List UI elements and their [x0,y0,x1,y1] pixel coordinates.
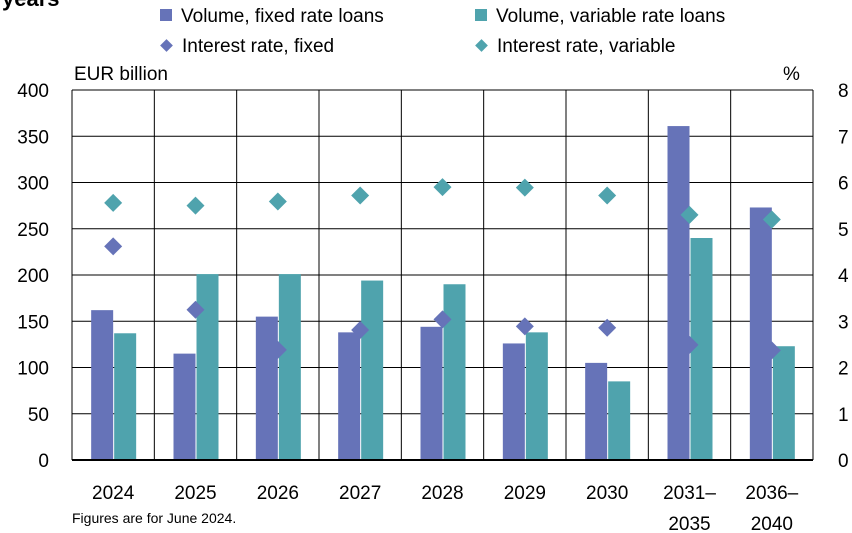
marker-variable-rate [515,178,534,197]
bar-fixed-volume [420,326,443,460]
legend-item-fixed-rate: Interest rate, fixed [160,36,334,58]
x-tick-label: 2027 [339,483,381,504]
marker-fixed-rate [515,317,534,336]
right-tick-label: 4 [838,266,849,287]
marker-fixed-rate [186,300,205,319]
bar-variable-volume [608,381,631,460]
marker-variable-rate [762,210,781,229]
left-tick-label: 50 [28,405,49,426]
legend-label-fixed-volume: Volume, fixed rate loans [181,6,384,27]
legend-label-variable-volume: Volume, variable rate loans [496,6,726,27]
legend-label-variable-rate: Interest rate, variable [497,36,676,57]
legend-swatch-variable-volume [475,9,487,21]
right-tick-label: 3 [838,312,849,333]
legend-item-fixed-volume: Volume, fixed rate loans [160,6,384,28]
legend-swatch-fixed-volume [160,9,172,21]
right-tick-label: 8 [838,81,849,102]
right-axis-unit: % [783,64,800,85]
marker-fixed-rate [351,321,370,340]
left-axis-unit: EUR billion [74,64,168,85]
marker-fixed-rate [104,237,123,256]
bar-fixed-volume [91,310,114,460]
marker-variable-rate [268,192,287,211]
x-tick-label: 2025 [174,483,216,504]
bar-fixed-volume [338,332,361,460]
marker-variable-rate [186,196,205,215]
bar-variable-volume [690,238,713,460]
left-tick-label: 400 [17,81,49,102]
bar-variable-volume [196,274,219,460]
left-tick-label: 0 [38,451,49,472]
marker-fixed-rate [433,310,452,329]
right-tick-label: 7 [838,127,849,148]
x-tick-label: 2036– [745,483,798,504]
marker-variable-rate [351,186,370,205]
bar-fixed-volume [585,362,608,460]
marker-fixed-rate [268,340,287,359]
marker-fixed-rate [598,318,617,337]
bar-variable-volume [361,280,384,460]
bar-fixed-volume [667,126,690,460]
footnote: Figures are for June 2024. [72,510,237,526]
legend-item-variable-volume: Volume, variable rate loans [475,6,725,28]
bar-variable-volume [772,346,795,460]
left-tick-label: 250 [17,220,49,241]
right-tick-label: 6 [838,174,849,195]
x-tick-label: 2035 [668,514,710,533]
bar-fixed-volume [255,316,278,460]
bar-fixed-volume [502,343,525,460]
bar-variable-volume [443,284,466,460]
x-tick-label: 2040 [751,514,793,533]
left-tick-label: 300 [17,174,49,195]
bar-variable-volume [114,333,137,460]
left-tick-label: 350 [17,127,49,148]
x-tick-label: 2024 [92,483,135,504]
x-tick-label: 2030 [586,483,628,504]
marker-fixed-rate [762,341,781,360]
right-tick-label: 1 [838,405,849,426]
x-tick-label: 2026 [257,483,299,504]
x-tick-label: 2031– [663,483,716,504]
left-tick-label: 200 [17,266,49,287]
chart-title: years [2,0,60,12]
bar-fixed-volume [173,353,196,460]
legend-item-variable-rate: Interest rate, variable [475,36,675,58]
marker-variable-rate [680,205,699,224]
marker-variable-rate [598,186,617,205]
right-tick-label: 0 [838,451,849,472]
bar-variable-volume [525,332,548,460]
marker-variable-rate [433,178,452,197]
x-tick-label: 2028 [421,483,463,504]
marker-variable-rate [104,193,123,212]
legend-label-fixed-rate: Interest rate, fixed [182,36,335,57]
marker-fixed-rate [680,335,699,354]
x-tick-label: 2029 [504,483,546,504]
left-tick-label: 100 [17,359,49,380]
right-tick-label: 2 [838,359,849,380]
left-tick-label: 150 [17,312,49,333]
bar-fixed-volume [749,207,772,460]
right-tick-label: 5 [838,220,849,241]
bar-variable-volume [278,274,301,460]
